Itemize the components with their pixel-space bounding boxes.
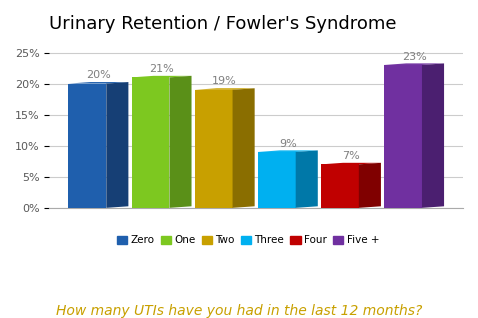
Text: 23%: 23% xyxy=(402,52,426,62)
Text: 19%: 19% xyxy=(212,76,237,86)
Bar xyxy=(384,65,422,208)
Bar xyxy=(68,84,106,208)
Text: 9%: 9% xyxy=(279,139,297,149)
Text: 7%: 7% xyxy=(342,151,360,161)
Text: 20%: 20% xyxy=(86,70,111,80)
Polygon shape xyxy=(131,76,192,77)
Polygon shape xyxy=(258,150,318,152)
Polygon shape xyxy=(106,82,129,208)
Bar xyxy=(195,90,233,208)
Polygon shape xyxy=(233,88,255,208)
Polygon shape xyxy=(321,163,381,164)
Text: Urinary Retention / Fowler's Syndrome: Urinary Retention / Fowler's Syndrome xyxy=(49,15,397,33)
Legend: Zero, One, Two, Three, Four, Five +: Zero, One, Two, Three, Four, Five + xyxy=(113,231,383,250)
Bar xyxy=(321,164,359,208)
Polygon shape xyxy=(68,82,129,84)
Polygon shape xyxy=(384,63,444,65)
Bar xyxy=(131,77,169,208)
Bar xyxy=(258,152,296,208)
Text: How many UTIs have you had in the last 12 months?: How many UTIs have you had in the last 1… xyxy=(56,304,422,318)
Polygon shape xyxy=(169,76,192,208)
Polygon shape xyxy=(422,63,444,208)
Polygon shape xyxy=(296,150,318,208)
Text: 21%: 21% xyxy=(149,64,174,74)
Polygon shape xyxy=(195,88,255,90)
Polygon shape xyxy=(359,163,381,208)
